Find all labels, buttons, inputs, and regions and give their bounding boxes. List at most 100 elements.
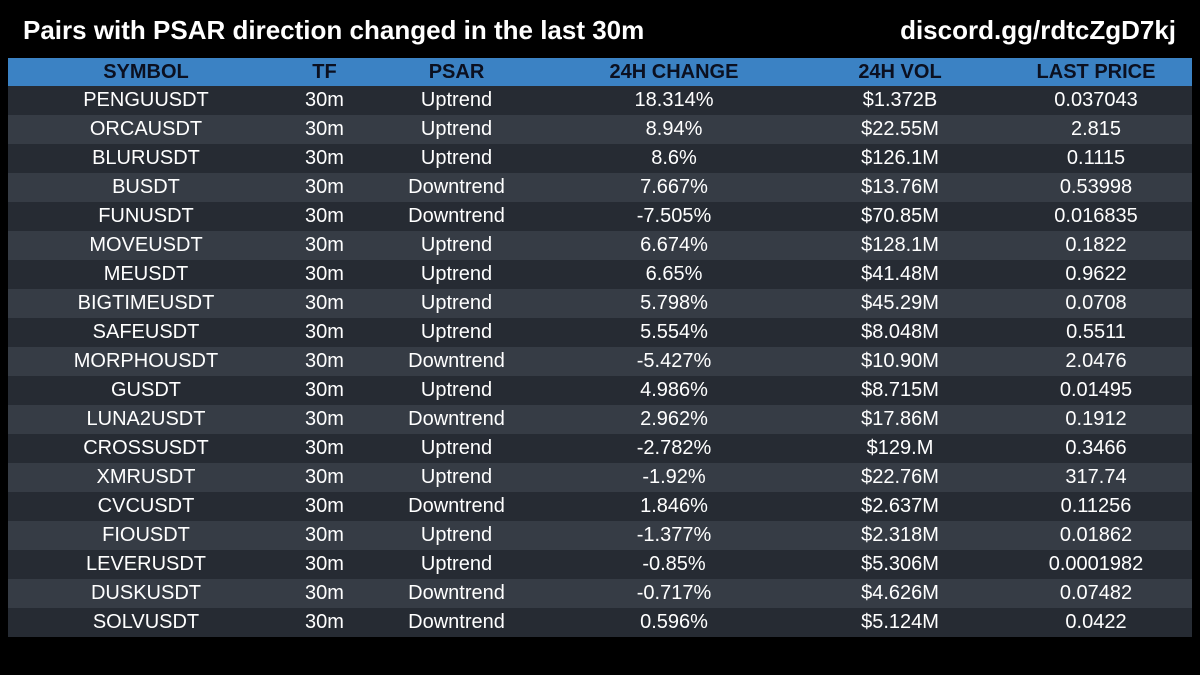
cell-last-price: 0.1822 (1065, 234, 1127, 256)
cell-psar: Downtrend (408, 408, 505, 430)
cell-symbol: BUSDT (112, 176, 180, 198)
cell-24h-change: 1.846% (640, 495, 708, 517)
cell-symbol: XMRUSDT (96, 466, 196, 488)
cell-tf: 30m (305, 263, 344, 285)
cell-psar: Uptrend (420, 234, 493, 256)
cell-psar: Uptrend (420, 89, 493, 111)
cell-24h-vol: $8.715M (861, 379, 939, 401)
cell-symbol: ORCAUSDT (89, 118, 203, 140)
cell-24h-vol: $17.86M (861, 408, 939, 430)
table-row: FIOUSDT 30m Uptrend -1.377% $2.318M 0.01… (8, 521, 1192, 550)
cell-last-price: 0.07482 (1059, 582, 1133, 604)
table-row: XMRUSDT 30m Uptrend -1.92% $22.76M 317.7… (8, 463, 1192, 492)
table-row: SOLVUSDT 30m Downtrend 0.596% $5.124M 0.… (8, 608, 1192, 637)
cell-24h-vol: $45.29M (861, 292, 939, 314)
cell-psar: Uptrend (420, 147, 493, 169)
table-row: CVCUSDT 30m Downtrend 1.846% $2.637M 0.1… (8, 492, 1192, 521)
cell-tf: 30m (305, 321, 344, 343)
table-row: CROSSUSDT 30m Uptrend -2.782% $129.M 0.3… (8, 434, 1192, 463)
cell-symbol: MORPHOUSDT (73, 350, 219, 372)
cell-24h-change: 2.962% (640, 408, 708, 430)
table-row: BUSDT 30m Downtrend 7.667% $13.76M 0.539… (8, 173, 1192, 202)
cell-symbol: PENGUUSDT (83, 89, 209, 111)
cell-last-price: 0.016835 (1054, 205, 1138, 227)
cell-last-price: 2.815 (1070, 118, 1122, 140)
cell-last-price: 317.74 (1065, 466, 1127, 488)
cell-psar: Downtrend (408, 350, 505, 372)
cell-psar: Uptrend (420, 292, 493, 314)
cell-24h-change: -7.505% (636, 205, 712, 227)
cell-tf: 30m (305, 524, 344, 546)
cell-symbol: DUSKUSDT (90, 582, 201, 604)
cell-symbol: LUNA2USDT (86, 408, 206, 430)
cell-symbol: MOVEUSDT (89, 234, 203, 256)
cell-24h-vol: $2.637M (861, 495, 939, 517)
cell-psar: Downtrend (408, 205, 505, 227)
cell-24h-change: 18.314% (634, 89, 714, 111)
cell-24h-change: 7.667% (640, 176, 708, 198)
column-header-psar: PSAR (428, 60, 485, 83)
cell-last-price: 0.037043 (1054, 89, 1138, 111)
cell-psar: Uptrend (420, 321, 493, 343)
cell-last-price: 0.53998 (1059, 176, 1133, 198)
table-row: BIGTIMEUSDT 30m Uptrend 5.798% $45.29M 0… (8, 289, 1192, 318)
cell-last-price: 0.0422 (1065, 611, 1127, 633)
table-row: LUNA2USDT 30m Downtrend 2.962% $17.86M 0… (8, 405, 1192, 434)
cell-24h-vol: $10.90M (861, 350, 939, 372)
column-header-last-price: LAST PRICE (1036, 60, 1156, 83)
table-header-row: SYMBOL TF PSAR 24H CHANGE 24H VOL LAST P… (8, 58, 1192, 86)
cell-symbol: GUSDT (111, 379, 181, 401)
cell-24h-change: -0.717% (636, 582, 712, 604)
cell-tf: 30m (305, 437, 344, 459)
cell-tf: 30m (305, 89, 344, 111)
cell-24h-change: 5.554% (640, 321, 708, 343)
cell-symbol: BIGTIMEUSDT (77, 292, 215, 314)
cell-symbol: CVCUSDT (97, 495, 195, 517)
table-row: LEVERUSDT 30m Uptrend -0.85% $5.306M 0.0… (8, 550, 1192, 579)
cell-tf: 30m (305, 553, 344, 575)
cell-tf: 30m (305, 118, 344, 140)
cell-psar: Downtrend (408, 611, 505, 633)
table-row: BLURUSDT 30m Uptrend 8.6% $126.1M 0.1115 (8, 144, 1192, 173)
cell-24h-change: -1.377% (636, 524, 712, 546)
cell-symbol: FUNUSDT (98, 205, 194, 227)
discord-link: discord.gg/rdtcZgD7kj (900, 15, 1176, 45)
cell-tf: 30m (305, 147, 344, 169)
column-header-symbol: SYMBOL (103, 60, 189, 83)
cell-tf: 30m (305, 495, 344, 517)
cell-psar: Uptrend (420, 553, 493, 575)
cell-last-price: 2.0476 (1065, 350, 1127, 372)
table-row: ORCAUSDT 30m Uptrend 8.94% $22.55M 2.815 (8, 115, 1192, 144)
table-row: GUSDT 30m Uptrend 4.986% $8.715M 0.01495 (8, 376, 1192, 405)
cell-last-price: 0.0708 (1065, 292, 1127, 314)
cell-tf: 30m (305, 205, 344, 227)
cell-tf: 30m (305, 234, 344, 256)
cell-tf: 30m (305, 582, 344, 604)
cell-24h-vol: $8.048M (861, 321, 939, 343)
cell-24h-vol: $5.124M (861, 611, 939, 633)
cell-symbol: LEVERUSDT (85, 553, 207, 575)
cell-last-price: 0.11256 (1060, 495, 1132, 517)
cell-tf: 30m (305, 611, 344, 633)
cell-symbol: MEUSDT (103, 263, 189, 285)
cell-24h-vol: $126.1M (861, 147, 939, 169)
cell-24h-vol: $128.1M (861, 234, 939, 256)
cell-24h-change: -1.92% (642, 466, 706, 488)
cell-24h-change: 0.596% (640, 611, 708, 633)
cell-last-price: 0.01495 (1059, 379, 1133, 401)
cell-24h-vol: $129.M (866, 437, 934, 459)
table-row: MORPHOUSDT 30m Downtrend -5.427% $10.90M… (8, 347, 1192, 376)
cell-24h-change: 6.65% (645, 263, 703, 285)
table-row: PENGUUSDT 30m Uptrend 18.314% $1.372B 0.… (8, 86, 1192, 115)
cell-psar: Uptrend (420, 466, 493, 488)
cell-symbol: CROSSUSDT (83, 437, 209, 459)
cell-24h-change: 8.6% (651, 147, 697, 169)
cell-last-price: 0.5511 (1066, 321, 1126, 343)
cell-last-price: 0.1115 (1066, 147, 1126, 169)
cell-24h-change: 6.674% (640, 234, 708, 256)
cell-psar: Downtrend (408, 495, 505, 517)
cell-tf: 30m (305, 176, 344, 198)
table-row: MEUSDT 30m Uptrend 6.65% $41.48M 0.9622 (8, 260, 1192, 289)
cell-psar: Uptrend (420, 379, 493, 401)
cell-symbol: FIOUSDT (102, 524, 190, 546)
